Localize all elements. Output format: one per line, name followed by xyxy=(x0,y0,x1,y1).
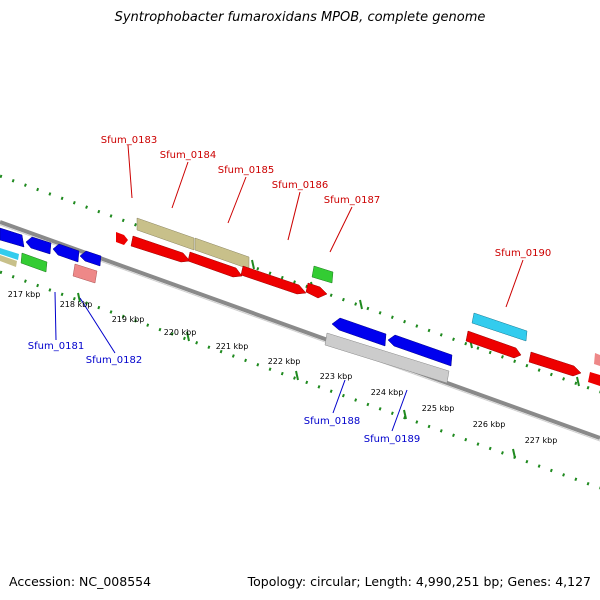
gene-feature-pink[interactable] xyxy=(72,263,98,284)
tick-label: 224 kbp xyxy=(371,388,404,397)
gene-feature-cyan[interactable] xyxy=(471,312,528,342)
gene-feature-green[interactable] xyxy=(20,252,48,273)
gene-label-sfum-0183[interactable]: Sfum_0183 xyxy=(101,135,157,146)
gene-label-sfum-0181[interactable]: Sfum_0181 xyxy=(28,341,84,352)
upper-features xyxy=(116,217,600,386)
gene-feature-red[interactable] xyxy=(305,282,328,299)
tick-label: 222 kbp xyxy=(268,357,301,366)
tick-label: 220 kbp xyxy=(164,328,197,337)
gene-feature-red[interactable] xyxy=(130,235,191,263)
scale-tick-labels: 217 kbp 218 kbp 219 kbp 220 kbp 221 kbp … xyxy=(8,290,558,445)
tick-label: 225 kbp xyxy=(422,404,455,413)
gene-label-sfum-0184[interactable]: Sfum_0184 xyxy=(160,150,216,161)
inner-major-ticks xyxy=(77,292,516,459)
gene-label-sfum-0182[interactable]: Sfum_0182 xyxy=(86,355,142,366)
tick-label: 217 kbp xyxy=(8,290,41,299)
bottom-label-leaders xyxy=(54,291,408,432)
bottom-gene-labels: Sfum_0181 Sfum_0182 Sfum_0188 Sfum_0189 xyxy=(28,341,420,445)
gene-label-sfum-0188[interactable]: Sfum_0188 xyxy=(304,416,360,427)
accession-text: Accession: NC_008554 xyxy=(9,574,152,589)
lower-features xyxy=(0,227,453,384)
gene-label-sfum-0190[interactable]: Sfum_0190 xyxy=(495,248,551,259)
top-label-leaders xyxy=(127,144,524,308)
tick-label: 226 kbp xyxy=(473,420,506,429)
gene-feature-blue[interactable] xyxy=(52,243,80,263)
top-gene-labels: Sfum_0183 Sfum_0184 Sfum_0185 Sfum_0186 … xyxy=(101,135,551,259)
genome-summary-text: Topology: circular; Length: 4,990,251 bp… xyxy=(247,574,591,589)
gene-feature-blue[interactable] xyxy=(0,227,25,248)
tick-label: 218 kbp xyxy=(60,300,93,309)
tick-label: 219 kbp xyxy=(112,315,145,324)
gene-feature-blue[interactable] xyxy=(387,334,453,367)
gene-feature-cyan[interactable] xyxy=(0,248,19,260)
gene-feature-blue[interactable] xyxy=(25,236,52,255)
gene-feature-pink[interactable] xyxy=(594,353,600,366)
gene-feature-grey[interactable] xyxy=(324,332,450,384)
gene-feature-red[interactable] xyxy=(465,330,522,359)
gene-feature-blue[interactable] xyxy=(331,317,387,347)
gene-feature-green[interactable] xyxy=(311,265,334,284)
gene-label-sfum-0186[interactable]: Sfum_0186 xyxy=(272,180,328,191)
gene-feature-olive[interactable] xyxy=(136,217,195,251)
gene-feature-olive[interactable] xyxy=(0,255,17,267)
gene-label-sfum-0187[interactable]: Sfum_0187 xyxy=(324,195,380,206)
gene-feature-red[interactable] xyxy=(588,372,600,386)
gene-feature-red[interactable] xyxy=(187,251,243,278)
tick-label: 221 kbp xyxy=(216,342,249,351)
tick-label: 227 kbp xyxy=(525,436,558,445)
genome-title: Syntrophobacter fumaroxidans MPOB, compl… xyxy=(114,10,486,25)
gene-feature-red[interactable] xyxy=(528,351,582,377)
gene-feature-red[interactable] xyxy=(116,232,128,245)
tick-label: 223 kbp xyxy=(320,372,353,381)
gene-label-sfum-0185[interactable]: Sfum_0185 xyxy=(218,165,274,176)
gene-feature-red[interactable] xyxy=(240,265,307,295)
gene-label-sfum-0189[interactable]: Sfum_0189 xyxy=(364,434,420,445)
gene-feature-blue[interactable] xyxy=(79,250,102,267)
